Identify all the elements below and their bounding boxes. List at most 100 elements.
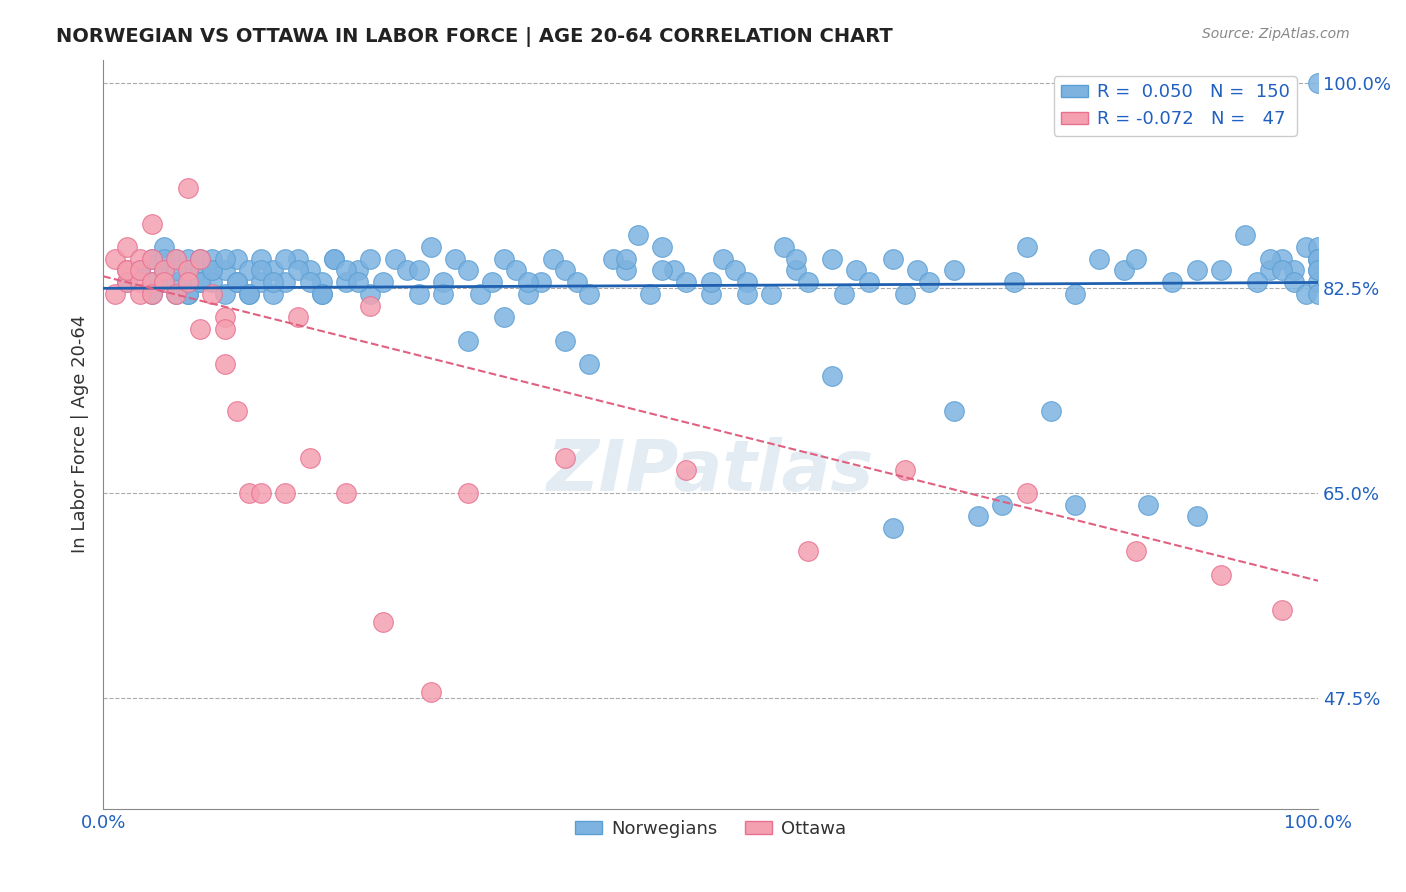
- Point: [250, 263, 273, 277]
- Point: [420, 685, 443, 699]
- Point: [638, 286, 661, 301]
- Point: [1234, 228, 1257, 243]
- Point: [651, 240, 673, 254]
- Point: [335, 486, 357, 500]
- Point: [832, 286, 855, 301]
- Point: [1308, 252, 1330, 266]
- Point: [918, 275, 941, 289]
- Point: [1246, 275, 1268, 289]
- Point: [250, 275, 273, 289]
- Point: [225, 275, 247, 289]
- Point: [942, 404, 965, 418]
- Point: [481, 814, 503, 828]
- Point: [153, 252, 176, 266]
- Point: [1308, 252, 1330, 266]
- Point: [165, 286, 187, 301]
- Point: [311, 286, 333, 301]
- Point: [1308, 263, 1330, 277]
- Point: [517, 286, 540, 301]
- Point: [1271, 252, 1294, 266]
- Point: [274, 252, 297, 266]
- Point: [432, 275, 454, 289]
- Point: [1125, 252, 1147, 266]
- Point: [858, 275, 880, 289]
- Point: [1282, 263, 1305, 277]
- Point: [298, 275, 321, 289]
- Point: [371, 275, 394, 289]
- Point: [457, 263, 479, 277]
- Point: [894, 462, 917, 476]
- Point: [554, 263, 576, 277]
- Point: [335, 263, 357, 277]
- Point: [141, 252, 163, 266]
- Point: [347, 263, 370, 277]
- Point: [797, 544, 820, 558]
- Point: [1185, 509, 1208, 524]
- Point: [1064, 286, 1087, 301]
- Point: [188, 252, 211, 266]
- Point: [1295, 286, 1317, 301]
- Point: [1209, 568, 1232, 582]
- Point: [664, 263, 686, 277]
- Point: [735, 275, 758, 289]
- Point: [214, 286, 236, 301]
- Point: [991, 498, 1014, 512]
- Point: [188, 322, 211, 336]
- Point: [1308, 240, 1330, 254]
- Point: [311, 275, 333, 289]
- Point: [785, 252, 807, 266]
- Point: [578, 286, 600, 301]
- Y-axis label: In Labor Force | Age 20-64: In Labor Force | Age 20-64: [72, 315, 89, 554]
- Point: [614, 252, 637, 266]
- Point: [128, 263, 150, 277]
- Point: [1209, 263, 1232, 277]
- Point: [821, 252, 844, 266]
- Point: [238, 263, 260, 277]
- Point: [468, 286, 491, 301]
- Point: [238, 286, 260, 301]
- Point: [359, 299, 381, 313]
- Point: [651, 263, 673, 277]
- Point: [262, 286, 284, 301]
- Point: [967, 509, 990, 524]
- Point: [201, 286, 224, 301]
- Point: [153, 240, 176, 254]
- Point: [578, 357, 600, 371]
- Point: [494, 310, 516, 325]
- Point: [675, 462, 697, 476]
- Point: [481, 275, 503, 289]
- Point: [128, 263, 150, 277]
- Point: [128, 275, 150, 289]
- Point: [772, 240, 794, 254]
- Point: [627, 228, 650, 243]
- Point: [323, 252, 346, 266]
- Point: [1308, 76, 1330, 90]
- Point: [1295, 240, 1317, 254]
- Point: [117, 275, 139, 289]
- Point: [104, 286, 127, 301]
- Point: [117, 263, 139, 277]
- Point: [565, 275, 588, 289]
- Point: [165, 263, 187, 277]
- Point: [1137, 498, 1160, 512]
- Point: [214, 263, 236, 277]
- Point: [1258, 263, 1281, 277]
- Point: [214, 322, 236, 336]
- Point: [128, 286, 150, 301]
- Point: [153, 275, 176, 289]
- Point: [117, 263, 139, 277]
- Point: [699, 275, 721, 289]
- Point: [494, 252, 516, 266]
- Point: [724, 263, 747, 277]
- Point: [250, 252, 273, 266]
- Point: [274, 486, 297, 500]
- Point: [785, 263, 807, 277]
- Point: [1088, 252, 1111, 266]
- Point: [225, 404, 247, 418]
- Point: [141, 252, 163, 266]
- Point: [384, 252, 406, 266]
- Point: [395, 263, 418, 277]
- Point: [675, 275, 697, 289]
- Point: [153, 275, 176, 289]
- Point: [287, 263, 309, 277]
